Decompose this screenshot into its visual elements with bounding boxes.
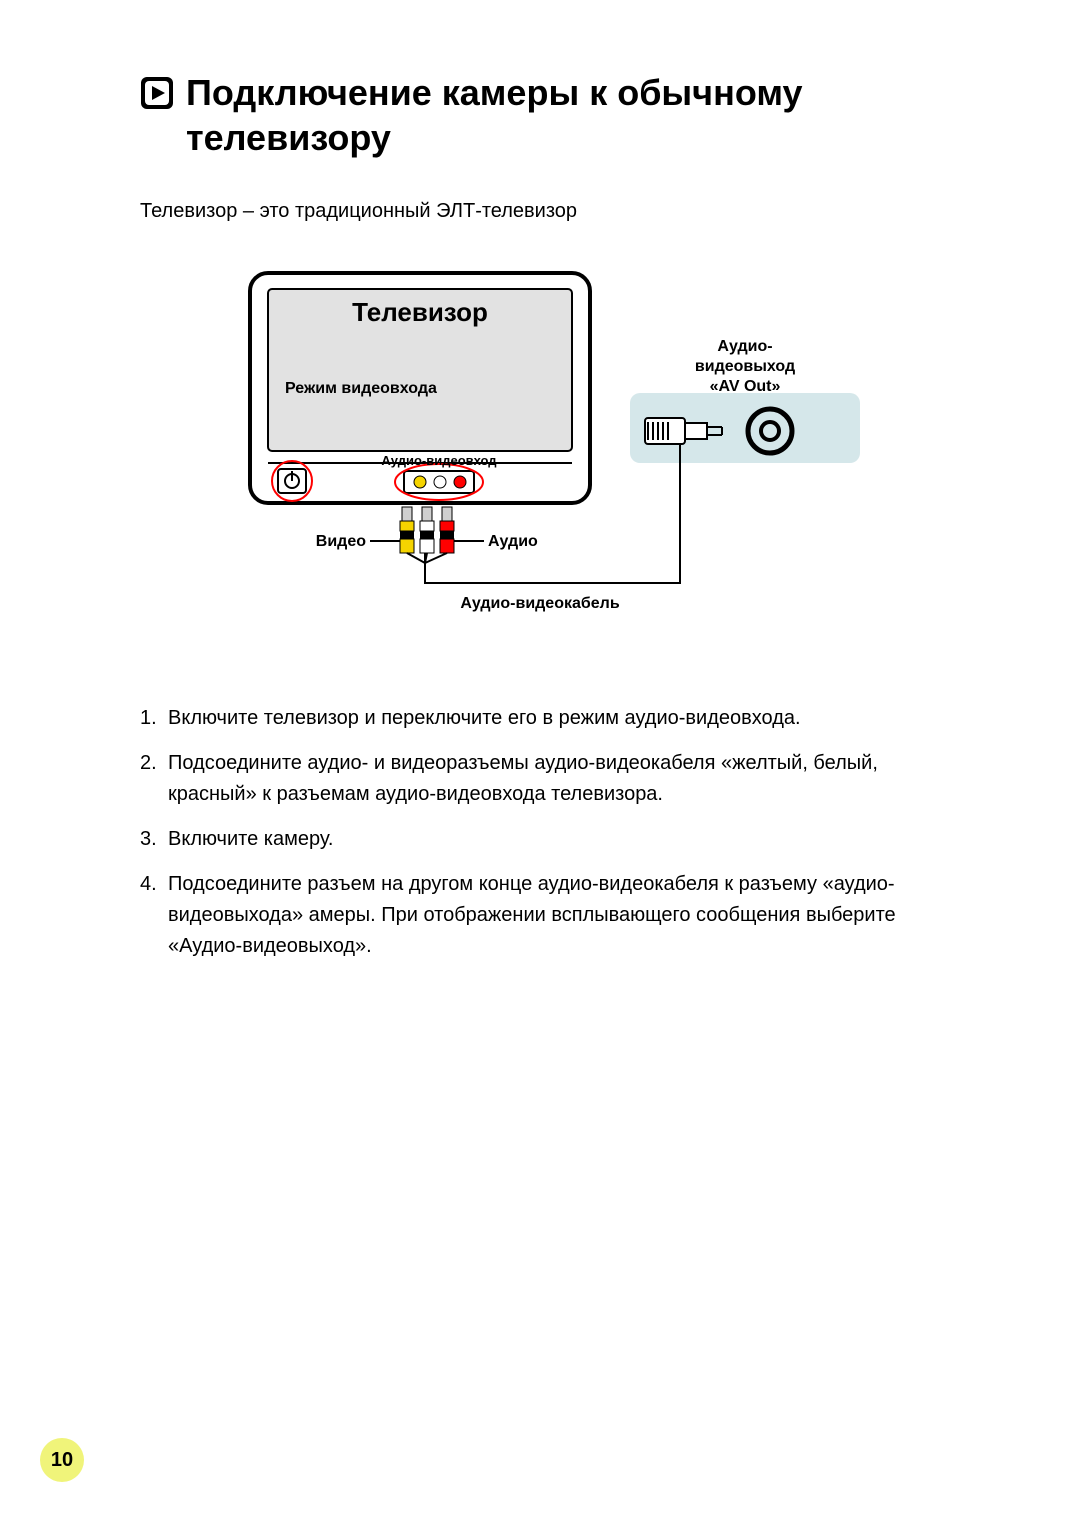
step-item: 2. Подсоедините аудио- и видеоразъемы ау… [140, 748, 960, 810]
step-number: 1. [140, 703, 168, 734]
step-item: 3. Включите камеру. [140, 824, 960, 855]
tv-label: Телевизор [352, 297, 488, 327]
page-number-badge: 10 [40, 1438, 84, 1482]
steps-list: 1. Включите телевизор и переключите его … [140, 703, 960, 962]
connection-diagram: Телевизор Режим видеовхода Аудио-видеовх… [230, 263, 870, 643]
step-number: 4. [140, 869, 168, 962]
page-number: 10 [51, 1449, 73, 1472]
step-item: 4. Подсоедините разъем на другом конце а… [140, 869, 960, 962]
step-number: 2. [140, 748, 168, 810]
cable-label: Аудио-видеокабель [460, 595, 620, 612]
step-number: 3. [140, 824, 168, 855]
step-item: 1. Включите телевизор и переключите его … [140, 703, 960, 734]
intro-text: Телевизор – это традиционный ЭЛТ-телевиз… [140, 200, 960, 223]
av-out-label-3: «AV Out» [710, 378, 781, 395]
video-label: Видео [316, 533, 366, 550]
play-section-icon [140, 76, 174, 110]
av-in-label: Аудио-видеовход [381, 453, 497, 468]
av-out-label-2: видеовыход [695, 358, 795, 375]
step-text: Подсоедините разъем на другом конце ауди… [168, 869, 960, 962]
step-text: Подсоедините аудио- и видеоразъемы аудио… [168, 748, 960, 810]
av-out-label-1: Аудио- [717, 338, 772, 355]
step-text: Включите телевизор и переключите его в р… [168, 703, 801, 734]
page-heading: Подключение камеры к обычному телевизору [186, 70, 960, 160]
step-text: Включите камеру. [168, 824, 333, 855]
mode-label: Режим видеовхода [285, 380, 437, 397]
audio-label: Аудио [488, 533, 538, 550]
